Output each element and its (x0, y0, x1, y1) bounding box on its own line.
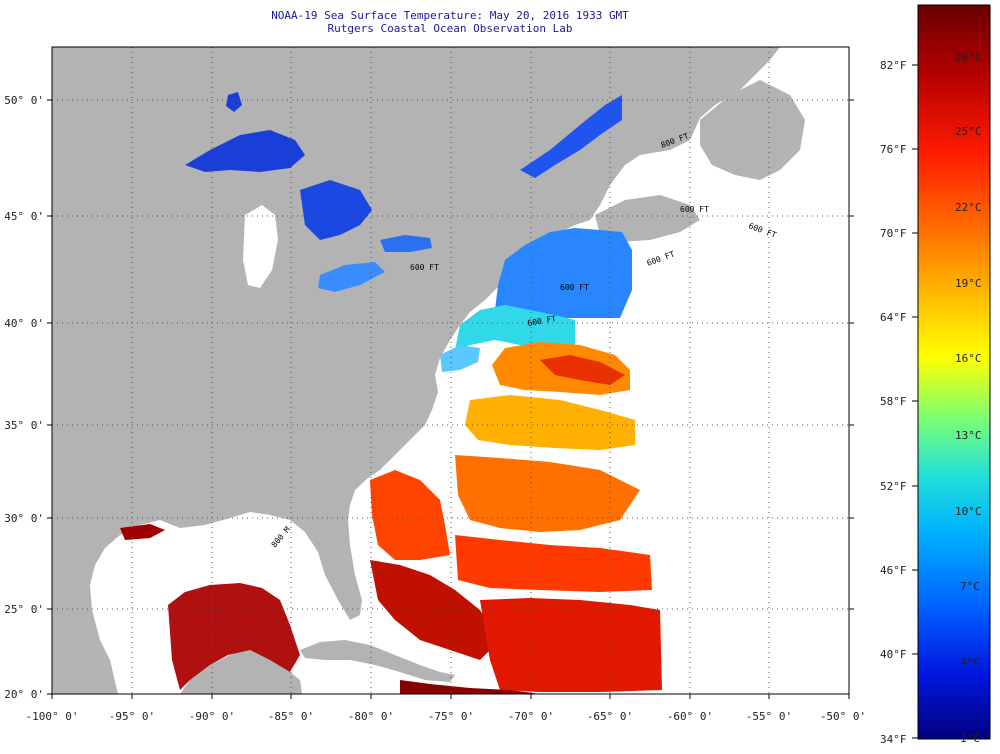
colorbar-c-label: 10°C (955, 505, 982, 518)
lat-tick-label: 20° 0' (4, 688, 44, 701)
gulf-stream-core-sst (540, 355, 625, 385)
colorbar-f-label: 40°F (880, 648, 907, 661)
colorbar-c-label: 25°C (955, 125, 982, 138)
lon-tick-label: -95° 0' (109, 710, 155, 723)
north-america-land (52, 47, 780, 694)
lake-huron (300, 180, 372, 240)
florida-straits-sst (370, 560, 500, 660)
nova-scotia-land (595, 195, 700, 242)
lake-nipigon (226, 92, 242, 112)
lat-tick-label: 35° 0' (4, 419, 44, 432)
lon-tick-label: -60° 0' (667, 710, 713, 723)
lon-tick-label: -85° 0' (268, 710, 314, 723)
isobath-label: 600 FT (560, 283, 589, 292)
lon-tick-label: -80° 0' (348, 710, 394, 723)
colorbar-f-label: 34°F (880, 733, 907, 746)
temperature-colorbar (917, 4, 991, 740)
gulf-of-mexico-sst (168, 583, 300, 690)
colorbar-c-label: 4°C (960, 656, 980, 669)
lat-tick-label: 50° 0' (4, 94, 44, 107)
se-coast-sst (370, 470, 450, 560)
lake-erie (318, 262, 385, 292)
lon-tick-label: -90° 0' (189, 710, 235, 723)
colorbar-c-label: 19°C (955, 277, 982, 290)
map-title: NOAA-19 Sea Surface Temperature: May 20,… (271, 9, 629, 22)
lon-tick-label: -55° 0' (746, 710, 792, 723)
nj-shelf-cold-sst (440, 345, 480, 372)
lake-superior (185, 130, 305, 172)
gulf-northwest-sst (120, 524, 165, 540)
colorbar-f-label: 64°F (880, 311, 907, 324)
colorbar-f-label: 82°F (880, 59, 907, 72)
colorbar-f-label: 70°F (880, 227, 907, 240)
colorbar-c-label: 13°C (955, 429, 982, 442)
sargasso-mid-sst (455, 535, 652, 592)
newfoundland-land (700, 80, 805, 180)
mid-atlantic-shelf-sst (455, 305, 575, 350)
colorbar-f-label: 58°F (880, 395, 907, 408)
lat-tick-label: 45° 0' (4, 210, 44, 223)
colorbar-f-label: 76°F (880, 143, 907, 156)
colorbar-f-label: 46°F (880, 564, 907, 577)
lake-michigan (243, 205, 278, 288)
bahamas-sst (480, 598, 662, 692)
lon-tick-label: -75° 0' (428, 710, 474, 723)
lat-tick-label: 40° 0' (4, 317, 44, 330)
isobath-label: 600 FT (680, 205, 709, 214)
gulf-of-maine-sst (495, 228, 632, 322)
map-subtitle: Rutgers Coastal Ocean Observation Lab (327, 22, 573, 35)
lon-tick-label: -65° 0' (587, 710, 633, 723)
colorbar-c-label: 28°C (955, 51, 982, 64)
sargasso-north-sst (455, 455, 640, 532)
lon-tick-label: -50° 0' (820, 710, 866, 723)
colorbar-c-label: 22°C (955, 201, 982, 214)
lake-ontario (380, 235, 432, 252)
cuba-land (300, 640, 455, 682)
axis-ticks (47, 99, 854, 699)
colorbar-c-label: 7°C (960, 580, 980, 593)
caribbean-sst (400, 680, 540, 694)
lon-tick-label: -100° 0' (26, 710, 79, 723)
lon-tick-label: -70° 0' (508, 710, 554, 723)
slope-sea-sst (465, 395, 635, 450)
st-lawrence-sst (520, 95, 622, 178)
isobath-label: 600 FT (410, 263, 439, 272)
colorbar-f-label: 52°F (880, 480, 907, 493)
colorbar-c-label: 16°C (955, 352, 982, 365)
lat-tick-label: 30° 0' (4, 512, 44, 525)
lat-tick-label: 25° 0' (4, 603, 44, 616)
colorbar-c-label: 1°C (960, 732, 980, 745)
